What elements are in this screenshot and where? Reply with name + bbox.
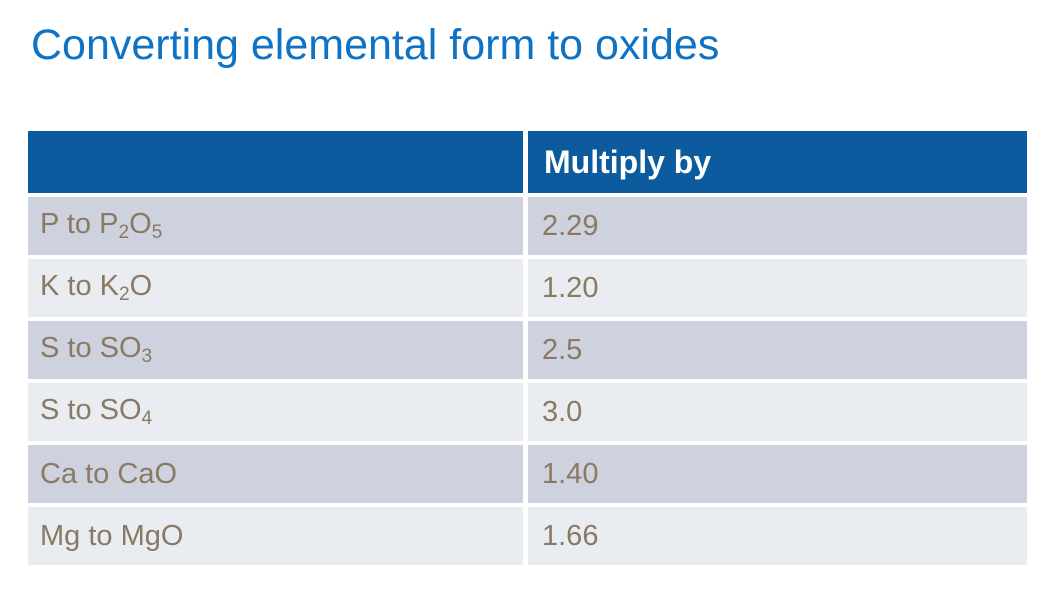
multiplier-value: 1.20: [528, 259, 1027, 317]
conversion-table: Multiply by P to P2O5 2.29 K to K2O 1.20 S t…: [28, 131, 1027, 565]
multiplier-value: 1.66: [528, 507, 1027, 565]
header-cell-empty: [28, 131, 523, 193]
table-row: S to SO4 3.0: [28, 383, 1027, 441]
header-cell-multiply-by: Multiply by: [528, 131, 1027, 193]
conversion-label-text: Ca to CaO: [40, 457, 177, 490]
conversion-label-text: S to SO3: [40, 332, 153, 367]
table-row: P to P2O5 2.29: [28, 197, 1027, 255]
table-row: Ca to CaO 1.40: [28, 445, 1027, 503]
multiplier-value: 2.5: [528, 321, 1027, 379]
conversion-label: S to SO3: [28, 321, 523, 379]
conversion-label-text: S to SO4: [40, 394, 153, 429]
conversion-label-text: K to K2O: [40, 270, 153, 305]
table-body: P to P2O5 2.29 K to K2O 1.20 S to SO3 2.5 S to…: [28, 197, 1027, 565]
conversion-label: Ca to CaO: [28, 445, 523, 503]
table-header-row: Multiply by: [28, 131, 1027, 193]
conversion-label: S to SO4: [28, 383, 523, 441]
multiplier-value: 2.29: [528, 197, 1027, 255]
conversion-label: K to K2O: [28, 259, 523, 317]
table-row: S to SO3 2.5: [28, 321, 1027, 379]
conversion-label: Mg to MgO: [28, 507, 523, 565]
conversion-label-text: Mg to MgO: [40, 519, 184, 552]
conversion-label: P to P2O5: [28, 197, 523, 255]
multiplier-value: 1.40: [528, 445, 1027, 503]
conversion-label-text: P to P2O5: [40, 208, 163, 243]
table-row: K to K2O 1.20: [28, 259, 1027, 317]
multiplier-value: 3.0: [528, 383, 1027, 441]
slide-title: Converting elemental form to oxides: [31, 21, 720, 69]
table-row: Mg to MgO 1.66: [28, 507, 1027, 565]
